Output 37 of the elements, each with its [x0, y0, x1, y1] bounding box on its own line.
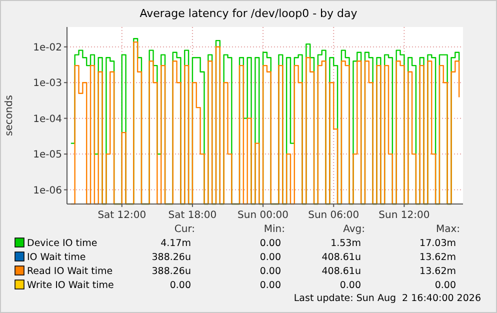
y-tick-label: 1e-03	[33, 78, 62, 90]
chart-title: Average latency for /dev/loop0 - by day	[140, 7, 358, 20]
text: 4.17m	[160, 238, 191, 249]
text: Min:	[264, 224, 285, 235]
x-tick-label: Sun 00:00	[238, 210, 289, 221]
x-tick-label: Sun 12:00	[378, 210, 430, 221]
text: 13.62m	[420, 266, 456, 277]
text: 0.00	[260, 252, 281, 263]
text: 13.62m	[420, 252, 456, 263]
legend-label: Write IO Wait time	[27, 280, 114, 291]
text: 388.26u	[152, 266, 191, 277]
text: 1.53m	[330, 238, 361, 249]
text: 408.61u	[322, 266, 361, 277]
x-tick-label: Sat 18:00	[168, 210, 217, 221]
text: Cur:	[174, 224, 195, 235]
x-tick-label: Sat 12:00	[98, 210, 146, 221]
text: Max:	[436, 224, 460, 235]
y-tick-label: 1e-06	[33, 185, 62, 196]
text: 0.00	[260, 280, 281, 291]
legend-label: IO Wait time	[27, 252, 86, 263]
text: 17.03m	[420, 238, 456, 249]
y-tick-label: 1e-05	[33, 150, 62, 161]
text: 0.00	[340, 280, 361, 291]
text: Avg:	[343, 224, 365, 235]
text: 0.00	[434, 280, 456, 291]
text: Last update: Sun Aug 2 16:40:00 2026	[294, 293, 481, 304]
text: 388.26u	[152, 252, 191, 263]
legend-label: Read IO Wait time	[27, 266, 113, 277]
text: 0.00	[170, 280, 191, 291]
y-tick-label: 1e-02	[33, 42, 62, 54]
y-tick-label: 1e-04	[33, 114, 62, 125]
text: 0.00	[260, 266, 281, 277]
legend-label: Device IO time	[27, 238, 98, 249]
x-tick-label: Sun 06:00	[308, 210, 360, 221]
text: 0.00	[260, 238, 281, 249]
text: 408.61u	[322, 252, 361, 263]
y-axis-title: seconds	[4, 95, 15, 136]
